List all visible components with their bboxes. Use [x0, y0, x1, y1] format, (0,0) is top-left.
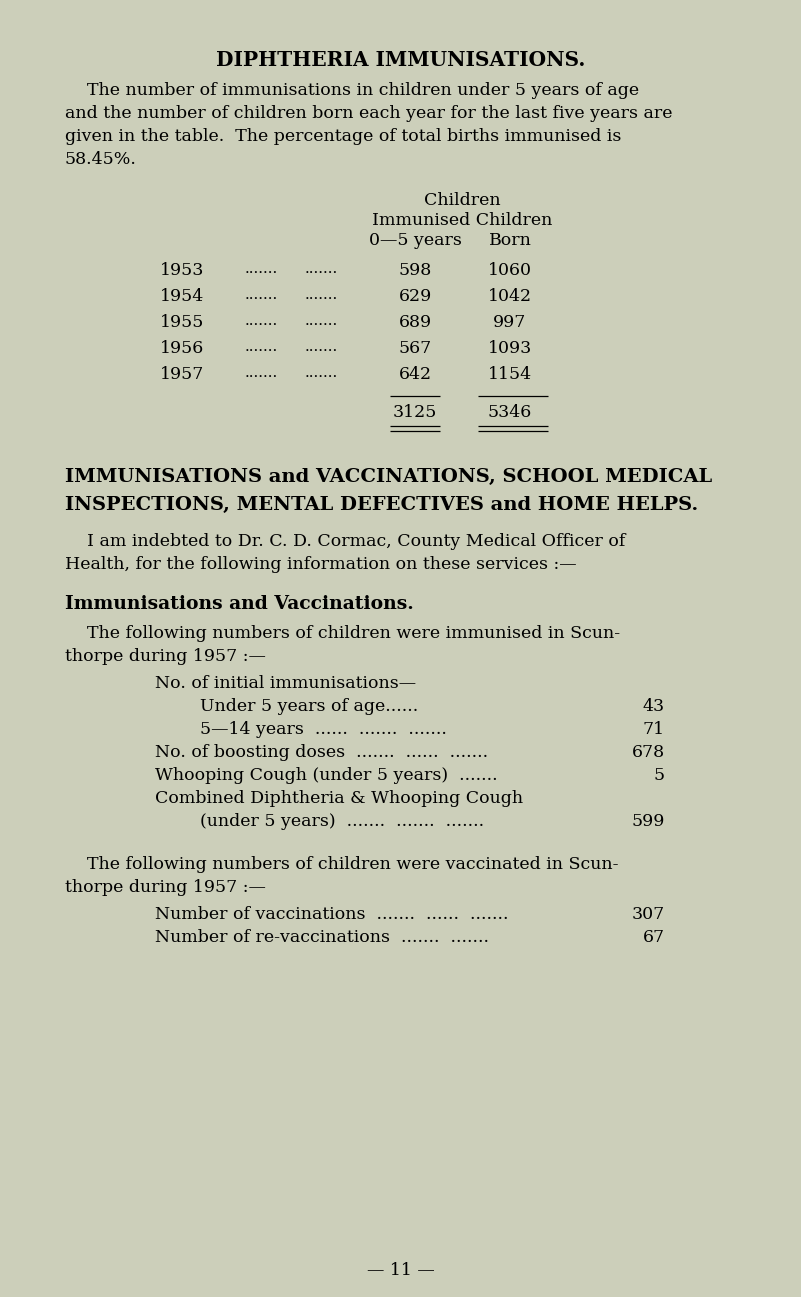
Text: The number of immunisations in children under 5 years of age: The number of immunisations in children …: [65, 82, 639, 99]
Text: thorpe during 1957 :—: thorpe during 1957 :—: [65, 648, 266, 665]
Text: Under 5 years of age......: Under 5 years of age......: [200, 698, 418, 715]
Text: 1955: 1955: [160, 314, 204, 331]
Text: .......: .......: [305, 340, 338, 354]
Text: and the number of children born each year for the last five years are: and the number of children born each yea…: [65, 105, 673, 122]
Text: .......: .......: [245, 366, 278, 380]
Text: Combined Diphtheria & Whooping Cough: Combined Diphtheria & Whooping Cough: [155, 790, 523, 807]
Text: 1953: 1953: [160, 262, 204, 279]
Text: .......: .......: [245, 262, 278, 276]
Text: No. of boosting doses  .......  ......  .......: No. of boosting doses ....... ...... ...…: [155, 744, 488, 761]
Text: 5: 5: [654, 767, 665, 783]
Text: 689: 689: [398, 314, 432, 331]
Text: Number of re-vaccinations  .......  .......: Number of re-vaccinations ....... ......…: [155, 929, 489, 946]
Text: 58.45%.: 58.45%.: [65, 150, 137, 169]
Text: 1154: 1154: [488, 366, 532, 383]
Text: .......: .......: [245, 288, 278, 302]
Text: given in the table.  The percentage of total births immunised is: given in the table. The percentage of to…: [65, 128, 622, 145]
Text: 1956: 1956: [160, 340, 204, 357]
Text: 1060: 1060: [488, 262, 532, 279]
Text: Immunised Children: Immunised Children: [372, 211, 553, 230]
Text: Health, for the following information on these services :—: Health, for the following information on…: [65, 556, 577, 573]
Text: 1957: 1957: [160, 366, 204, 383]
Text: (under 5 years)  .......  .......  .......: (under 5 years) ....... ....... .......: [200, 813, 484, 830]
Text: IMMUNISATIONS and VACCINATIONS, SCHOOL MEDICAL: IMMUNISATIONS and VACCINATIONS, SCHOOL M…: [65, 468, 712, 486]
Text: 5—14 years  ......  .......  .......: 5—14 years ...... ....... .......: [200, 721, 447, 738]
Text: 1093: 1093: [488, 340, 532, 357]
Text: 1954: 1954: [160, 288, 204, 305]
Text: Children: Children: [425, 192, 501, 209]
Text: 599: 599: [632, 813, 665, 830]
Text: 67: 67: [643, 929, 665, 946]
Text: .......: .......: [305, 314, 338, 328]
Text: .......: .......: [245, 314, 278, 328]
Text: 598: 598: [398, 262, 432, 279]
Text: No. of initial immunisations—: No. of initial immunisations—: [155, 674, 417, 693]
Text: .......: .......: [305, 288, 338, 302]
Text: 629: 629: [398, 288, 432, 305]
Text: .......: .......: [305, 262, 338, 276]
Text: DIPHTHERIA IMMUNISATIONS.: DIPHTHERIA IMMUNISATIONS.: [215, 51, 586, 70]
Text: — 11 —: — 11 —: [367, 1262, 434, 1279]
Text: 5346: 5346: [488, 403, 532, 422]
Text: The following numbers of children were immunised in Scun-: The following numbers of children were i…: [65, 625, 620, 642]
Text: thorpe during 1957 :—: thorpe during 1957 :—: [65, 879, 266, 896]
Text: 43: 43: [643, 698, 665, 715]
Text: .......: .......: [305, 366, 338, 380]
Text: I am indebted to Dr. C. D. Cormac, County Medical Officer of: I am indebted to Dr. C. D. Cormac, Count…: [65, 533, 626, 550]
Text: 71: 71: [643, 721, 665, 738]
Text: 3125: 3125: [392, 403, 437, 422]
Text: INSPECTIONS, MENTAL DEFECTIVES and HOME HELPS.: INSPECTIONS, MENTAL DEFECTIVES and HOME …: [65, 495, 698, 514]
Text: Immunisations and Vaccinations.: Immunisations and Vaccinations.: [65, 595, 414, 613]
Text: Whooping Cough (under 5 years)  .......: Whooping Cough (under 5 years) .......: [155, 767, 497, 783]
Text: 0—5 years: 0—5 years: [368, 232, 461, 249]
Text: 678: 678: [632, 744, 665, 761]
Text: 1042: 1042: [488, 288, 532, 305]
Text: 642: 642: [398, 366, 432, 383]
Text: 567: 567: [398, 340, 432, 357]
Text: 997: 997: [493, 314, 527, 331]
Text: Number of vaccinations  .......  ......  .......: Number of vaccinations ....... ...... ..…: [155, 907, 509, 923]
Text: Born: Born: [489, 232, 531, 249]
Text: .......: .......: [245, 340, 278, 354]
Text: The following numbers of children were vaccinated in Scun-: The following numbers of children were v…: [65, 856, 618, 873]
Text: 307: 307: [632, 907, 665, 923]
